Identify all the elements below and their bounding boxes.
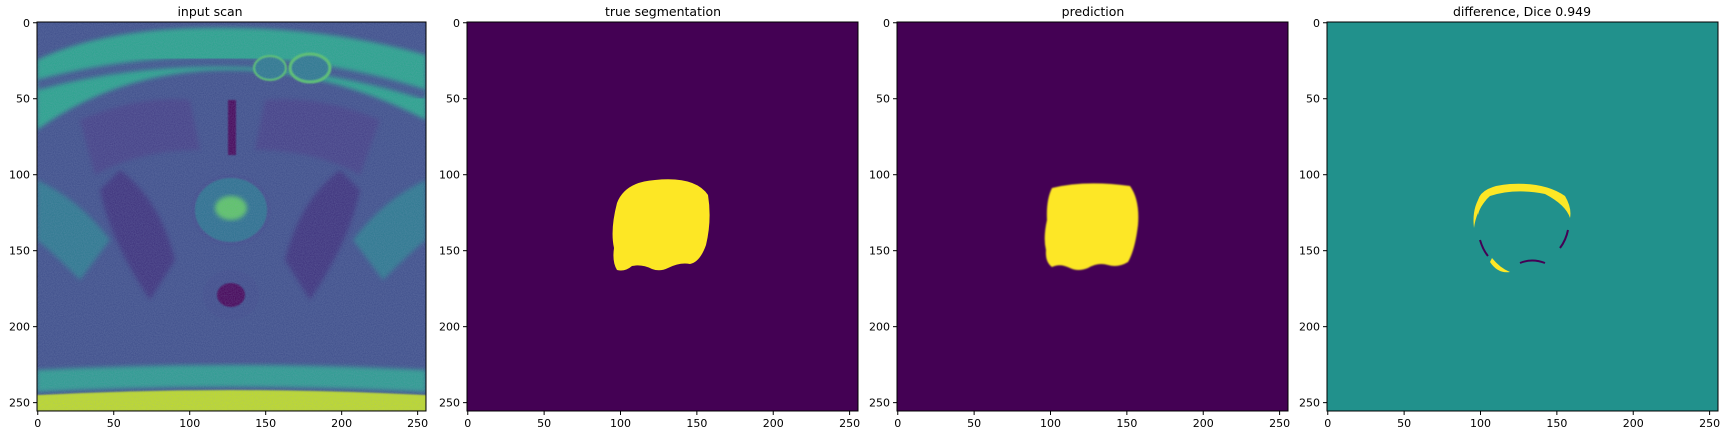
- x-tick-label: 200: [1193, 417, 1214, 430]
- panel-difference: difference, Dice 0.949 0 50 100 150 200 250 0…: [1299, 4, 1720, 430]
- x-tick-label: 200: [1623, 417, 1644, 430]
- y-tick-label: 0: [23, 17, 30, 30]
- y-axis: 0 50 100 150 200 250: [439, 17, 467, 410]
- panel-title: true segmentation: [605, 4, 721, 19]
- x-tick-label: 150: [686, 417, 707, 430]
- x-tick-label: 100: [1470, 417, 1491, 430]
- y-tick-label: 100: [439, 169, 460, 182]
- y-tick-label: 150: [1299, 245, 1320, 258]
- x-tick-label: 250: [1269, 417, 1290, 430]
- panel-prediction: prediction 0 50 100 150 200 250 0 50 100 150 200 2…: [869, 4, 1290, 430]
- x-axis: 0 50 100 150 200 250: [464, 411, 860, 430]
- y-tick-label: 100: [1299, 169, 1320, 182]
- x-tick-label: 200: [331, 417, 352, 430]
- y-tick-label: 250: [439, 397, 460, 410]
- y-tick-label: 250: [869, 397, 890, 410]
- panel-title: difference, Dice 0.949: [1453, 4, 1591, 19]
- x-tick-label: 100: [610, 417, 631, 430]
- x-tick-label: 50: [1397, 417, 1411, 430]
- panel-true-segmentation: true segmentation 0 50 100 150 200 250 0 50 100…: [439, 4, 860, 430]
- y-tick-label: 0: [453, 17, 460, 30]
- x-axis: 0 50 100 150 200 250: [894, 411, 1290, 430]
- y-tick-label: 150: [869, 245, 890, 258]
- y-tick-label: 50: [876, 93, 890, 106]
- y-tick-label: 200: [1299, 321, 1320, 334]
- x-axis: 0 50 100 150 200 250: [34, 411, 428, 430]
- x-tick-label: 250: [839, 417, 860, 430]
- axes-frame: [466, 21, 859, 412]
- y-tick-label: 250: [1299, 397, 1320, 410]
- y-tick-label: 100: [9, 169, 30, 182]
- x-tick-label: 50: [107, 417, 121, 430]
- y-tick-label: 0: [883, 17, 890, 30]
- x-tick-label: 50: [967, 417, 981, 430]
- y-tick-label: 250: [9, 397, 30, 410]
- x-tick-label: 0: [1324, 417, 1331, 430]
- y-tick-label: 150: [9, 245, 30, 258]
- x-tick-label: 150: [1546, 417, 1567, 430]
- y-tick-label: 200: [9, 321, 30, 334]
- x-tick-label: 250: [407, 417, 428, 430]
- mask-image: [467, 22, 858, 411]
- panel-title: prediction: [1062, 4, 1125, 19]
- y-tick-label: 150: [439, 245, 460, 258]
- x-tick-label: 150: [255, 417, 276, 430]
- x-tick-label: 100: [179, 417, 200, 430]
- y-tick-label: 50: [16, 93, 30, 106]
- axes-frame: [36, 21, 427, 412]
- y-tick-label: 0: [1313, 17, 1320, 30]
- y-tick-label: 200: [869, 321, 890, 334]
- x-tick-label: 150: [1116, 417, 1137, 430]
- mask-image: [897, 22, 1288, 411]
- axes-frame: [896, 21, 1289, 412]
- y-tick-label: 100: [869, 169, 890, 182]
- x-tick-label: 0: [894, 417, 901, 430]
- axes-frame: [1326, 21, 1719, 412]
- y-tick-label: 200: [439, 321, 460, 334]
- x-tick-label: 0: [464, 417, 471, 430]
- x-tick-label: 250: [1699, 417, 1720, 430]
- y-tick-label: 50: [1306, 93, 1320, 106]
- y-axis: 0 50 100 150 200 250: [869, 17, 897, 410]
- x-tick-label: 100: [1040, 417, 1061, 430]
- x-axis: 0 50 100 150 200 250: [1324, 411, 1720, 430]
- x-tick-label: 200: [763, 417, 784, 430]
- x-tick-label: 50: [537, 417, 551, 430]
- difference-image: [1327, 22, 1718, 411]
- y-axis: 0 50 100 150 200 250: [1299, 17, 1327, 410]
- y-axis: 0 50 100 150 200 250: [9, 17, 37, 410]
- panel-title: input scan: [177, 4, 242, 19]
- x-tick-label: 0: [34, 417, 41, 430]
- mri-image: [37, 22, 426, 411]
- y-tick-label: 50: [446, 93, 460, 106]
- panel-input-scan: input scan: [9, 4, 428, 430]
